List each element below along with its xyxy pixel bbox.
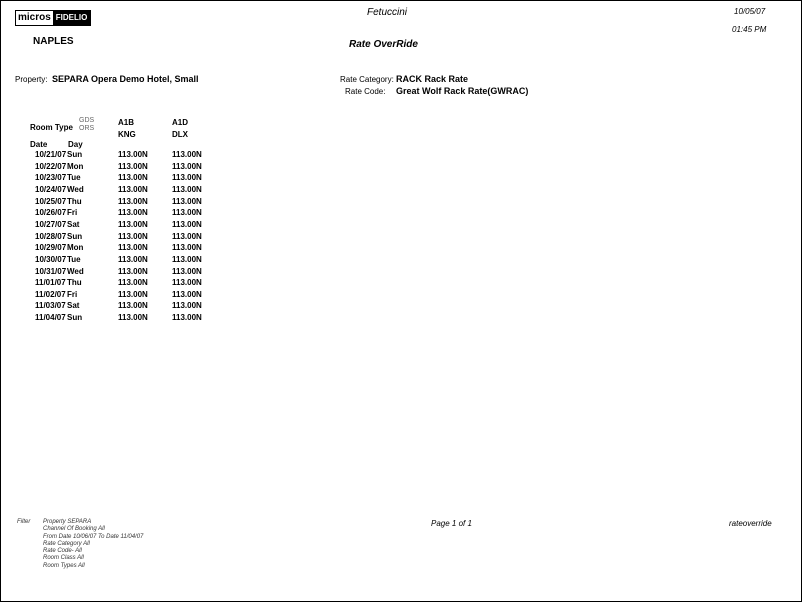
- report-date: 10/05/07: [734, 7, 766, 16]
- day-cell: Sun: [67, 150, 83, 159]
- day-cell: Fri: [67, 208, 78, 218]
- day-cell: Thu: [67, 196, 82, 206]
- date-cell: 10/27/07: [35, 219, 67, 229]
- filter-item: Rate Category All: [43, 540, 90, 547]
- rate-value-cell: 113.00N: [172, 301, 202, 311]
- rate-value-cell: 113.00N: [118, 231, 148, 241]
- date-cell: 10/22/07: [35, 161, 67, 171]
- day-cell: Tue: [67, 254, 81, 264]
- day-cell: Fri: [67, 289, 78, 299]
- column-sub: DLX: [172, 130, 188, 139]
- rate-value-cell: 113.00N: [118, 278, 148, 288]
- date-cell: 10/24/07: [35, 184, 67, 194]
- date-cell: 11/03/07: [35, 301, 66, 311]
- rate-value-cell: 113.00N: [172, 208, 202, 218]
- hotel-name: Fetuccini: [367, 7, 408, 18]
- date-cell: 10/31/07: [35, 266, 67, 276]
- day-header: Day: [68, 140, 83, 149]
- property-label: Property:: [15, 75, 48, 84]
- rate-value-cell: 113.00N: [118, 243, 148, 253]
- filter-item: Room Types All: [43, 562, 85, 569]
- rate-value-cell: 113.00N: [172, 313, 202, 323]
- rate-category-label: Rate Category:: [340, 75, 394, 84]
- date-cell: 10/26/07: [35, 208, 67, 218]
- rate-value-cell: 113.00N: [172, 254, 202, 264]
- rate-category-value: RACK Rack Rate: [396, 74, 469, 84]
- rate-value-cell: 113.00N: [118, 289, 148, 299]
- date-cell: 10/28/07: [35, 231, 67, 241]
- rate-value-cell: 113.00N: [118, 219, 148, 229]
- room-type-label: Room Type: [30, 123, 73, 132]
- rate-value-cell: 113.00N: [118, 173, 148, 183]
- rate-value-cell: 113.00N: [172, 184, 202, 194]
- ors-label: ORS: [79, 125, 95, 132]
- rate-value-cell: 113.00N: [118, 254, 148, 264]
- day-cell: Wed: [67, 266, 84, 276]
- column-code: A1D: [172, 118, 189, 127]
- day-cell: Sun: [67, 313, 83, 323]
- rate-value-cell: 113.00N: [118, 150, 148, 159]
- rate-value-cell: 113.00N: [118, 161, 148, 171]
- property-value: SEPARA Opera Demo Hotel, Small: [52, 74, 199, 84]
- date-header: Date: [30, 140, 48, 149]
- filter-list: Property SEPARA Channel Of Booking All Fro…: [43, 519, 143, 570]
- date-cell: 10/29/07: [35, 243, 67, 253]
- rate-value-cell: 113.00N: [118, 184, 148, 194]
- day-cell: Tue: [67, 173, 81, 183]
- date-cell: 11/04/07: [35, 313, 66, 323]
- micros-fidelio-logo: micros FIDELIO: [15, 10, 92, 26]
- date-cell: 10/30/07: [35, 254, 67, 264]
- filter-item: Room Class All: [43, 555, 84, 562]
- page-number: Page 1 of 1: [431, 519, 472, 528]
- day-cell: Thu: [67, 278, 82, 288]
- day-cell: Mon: [67, 243, 84, 253]
- date-cell: 11/01/07: [35, 278, 66, 288]
- rate-value-cell: 113.00N: [172, 173, 202, 183]
- logo-text-micros: micros: [16, 11, 53, 25]
- rate-value-cell: 113.00N: [118, 301, 148, 311]
- day-cell: Sat: [67, 301, 80, 311]
- logo-text-fidelio: FIDELIO: [52, 11, 91, 25]
- rate-value-cell: 113.00N: [172, 231, 202, 241]
- region-label: NAPLES: [33, 36, 74, 47]
- filter-label: Filter: [17, 519, 31, 525]
- filter-item: From Date 10/06/07 To Date 11/04/07: [43, 533, 144, 540]
- rate-value-cell: 113.00N: [172, 219, 202, 229]
- rate-value-cell: 113.00N: [172, 278, 202, 288]
- day-cell: Wed: [67, 184, 84, 194]
- date-cell: 10/25/07: [35, 196, 67, 206]
- rate-value-cell: 113.00N: [118, 208, 148, 218]
- filter-item: Rate Code- All: [43, 548, 82, 555]
- report-time: 01:45 PM: [732, 25, 767, 34]
- filter-item: Channel Of Booking All: [43, 526, 105, 533]
- gds-label: GDS: [79, 117, 95, 124]
- date-cell: 11/02/07: [35, 289, 66, 299]
- report-title: Rate OverRide: [349, 39, 418, 50]
- filter-item: Property SEPARA: [43, 519, 92, 525]
- column-code: A1B: [118, 118, 135, 127]
- rate-value-cell: 113.00N: [172, 243, 202, 253]
- rate-value-cell: 113.00N: [172, 196, 202, 206]
- report-name: rateoverride: [729, 519, 772, 528]
- date-cell: 10/21/07: [35, 150, 67, 159]
- rate-code-value: Great Wolf Rack Rate(GWRAC): [396, 86, 529, 96]
- rate-value-cell: 113.00N: [118, 266, 148, 276]
- rate-code-label: Rate Code:: [345, 87, 386, 96]
- day-cell: Mon: [67, 161, 84, 171]
- rate-value-cell: 113.00N: [118, 313, 148, 323]
- rate-value-cell: 113.00N: [172, 266, 202, 276]
- rate-value-cell: 113.00N: [172, 161, 202, 171]
- rate-value-cell: 113.00N: [172, 150, 202, 159]
- rate-value-cell: 113.00N: [172, 289, 202, 299]
- rate-value-cell: 113.00N: [118, 196, 148, 206]
- date-cell: 10/23/07: [35, 173, 67, 183]
- column-sub: KNG: [118, 130, 136, 139]
- day-cell: Sun: [67, 231, 83, 241]
- day-cell: Sat: [67, 219, 80, 229]
